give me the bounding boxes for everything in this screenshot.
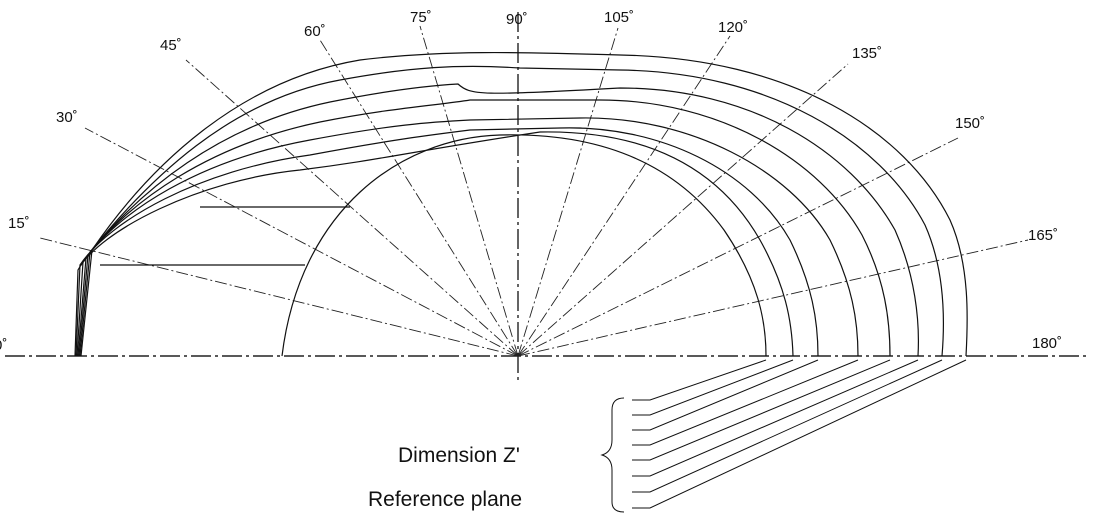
- ray-150: [517, 137, 959, 357]
- ray-165: [517, 239, 1029, 357]
- leader-2: [632, 359, 794, 416]
- angle-label-150: 150˚: [955, 115, 985, 132]
- annotation-brace: [600, 397, 625, 513]
- leader-lines: [632, 359, 967, 509]
- contour-curves: [74, 51, 968, 357]
- leader-3: [632, 359, 819, 431]
- dimension-label: Dimension Z': [398, 444, 520, 467]
- contour-2: [75, 127, 819, 357]
- contour-6: [79, 65, 945, 357]
- ray-75: [419, 25, 519, 357]
- contour-7: [80, 51, 968, 357]
- ray-45: [185, 59, 519, 357]
- angle-label-120: 120˚: [718, 19, 748, 36]
- angle-label-105: 105˚: [604, 9, 634, 26]
- contour-4: [77, 99, 891, 357]
- angle-label-0: 0˚: [0, 337, 7, 354]
- leader-5: [632, 359, 891, 461]
- leader-8: [632, 359, 967, 509]
- ray-120: [517, 35, 731, 357]
- ray-135: [517, 63, 849, 357]
- angle-label-45: 45˚: [160, 37, 182, 54]
- angle-label-90: 90˚: [506, 11, 528, 28]
- contour-3: [76, 117, 859, 357]
- angle-label-135: 135˚: [852, 45, 882, 62]
- angle-label-15: 15˚: [8, 215, 30, 232]
- reference-plane-label: Reference plane: [368, 488, 522, 511]
- angle-label-75: 75˚: [410, 9, 432, 26]
- ray-105: [517, 27, 619, 357]
- contour-1: [74, 131, 794, 357]
- angle-label-30: 30˚: [56, 109, 78, 126]
- angle-labels: 0˚ 15˚ 30˚ 45˚ 60˚ 75˚ 90˚ 105˚ 120˚ 135…: [0, 9, 1062, 354]
- leader-4: [632, 359, 859, 446]
- ray-60: [319, 39, 519, 357]
- angle-label-60: 60˚: [304, 23, 326, 40]
- angle-label-165: 165˚: [1028, 227, 1058, 244]
- inner-arc: [281, 134, 767, 357]
- angle-rays: [39, 25, 1029, 357]
- leader-7: [632, 359, 943, 493]
- ray-15: [39, 237, 519, 357]
- contour-5: [78, 83, 919, 357]
- leader-6: [632, 359, 919, 477]
- angle-label-180: 180˚: [1032, 335, 1062, 352]
- ray-30: [84, 127, 519, 357]
- leader-1: [632, 359, 767, 401]
